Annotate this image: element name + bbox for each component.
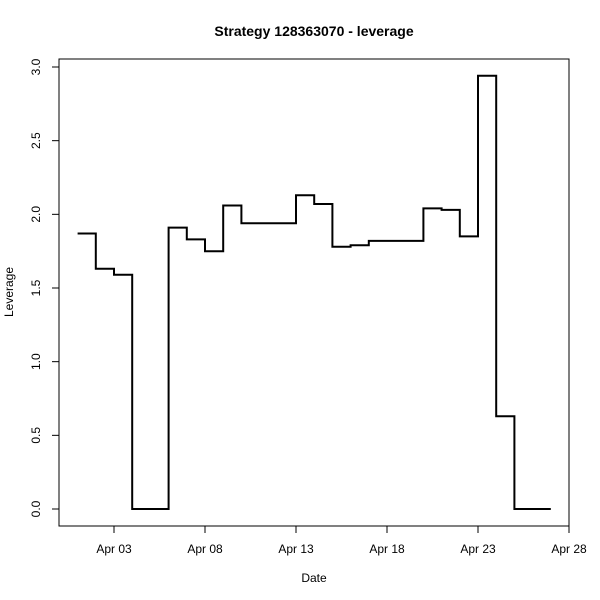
y-tick-label: 0.0 <box>29 500 43 517</box>
x-tick-label: Apr 23 <box>460 542 496 556</box>
y-tick-label: 0.5 <box>29 427 43 444</box>
x-tick-label: Apr 28 <box>551 542 587 556</box>
x-axis-label: Date <box>301 571 327 585</box>
y-tick-label: 1.0 <box>29 353 43 370</box>
y-tick-label: 2.5 <box>29 132 43 149</box>
leverage-series-line <box>77 74 551 510</box>
x-tick-label: Apr 13 <box>278 542 314 556</box>
y-tick-label: 3.0 <box>29 58 43 75</box>
y-tick-label: 1.5 <box>29 279 43 296</box>
y-axis-label: Leverage <box>2 267 16 317</box>
chart-title: Strategy 128363070 - leverage <box>214 23 413 39</box>
x-axis: Apr 03 Apr 08 Apr 13 Apr 18 Apr 23 Apr 28 <box>96 526 587 556</box>
plot-frame <box>58 58 570 527</box>
y-axis: 0.0 0.5 1.0 1.5 2.0 2.5 3.0 <box>29 58 59 517</box>
x-tick-label: Apr 18 <box>369 542 405 556</box>
x-tick-label: Apr 03 <box>96 542 132 556</box>
y-tick-label: 2.0 <box>29 206 43 223</box>
x-tick-label: Apr 08 <box>187 542 223 556</box>
